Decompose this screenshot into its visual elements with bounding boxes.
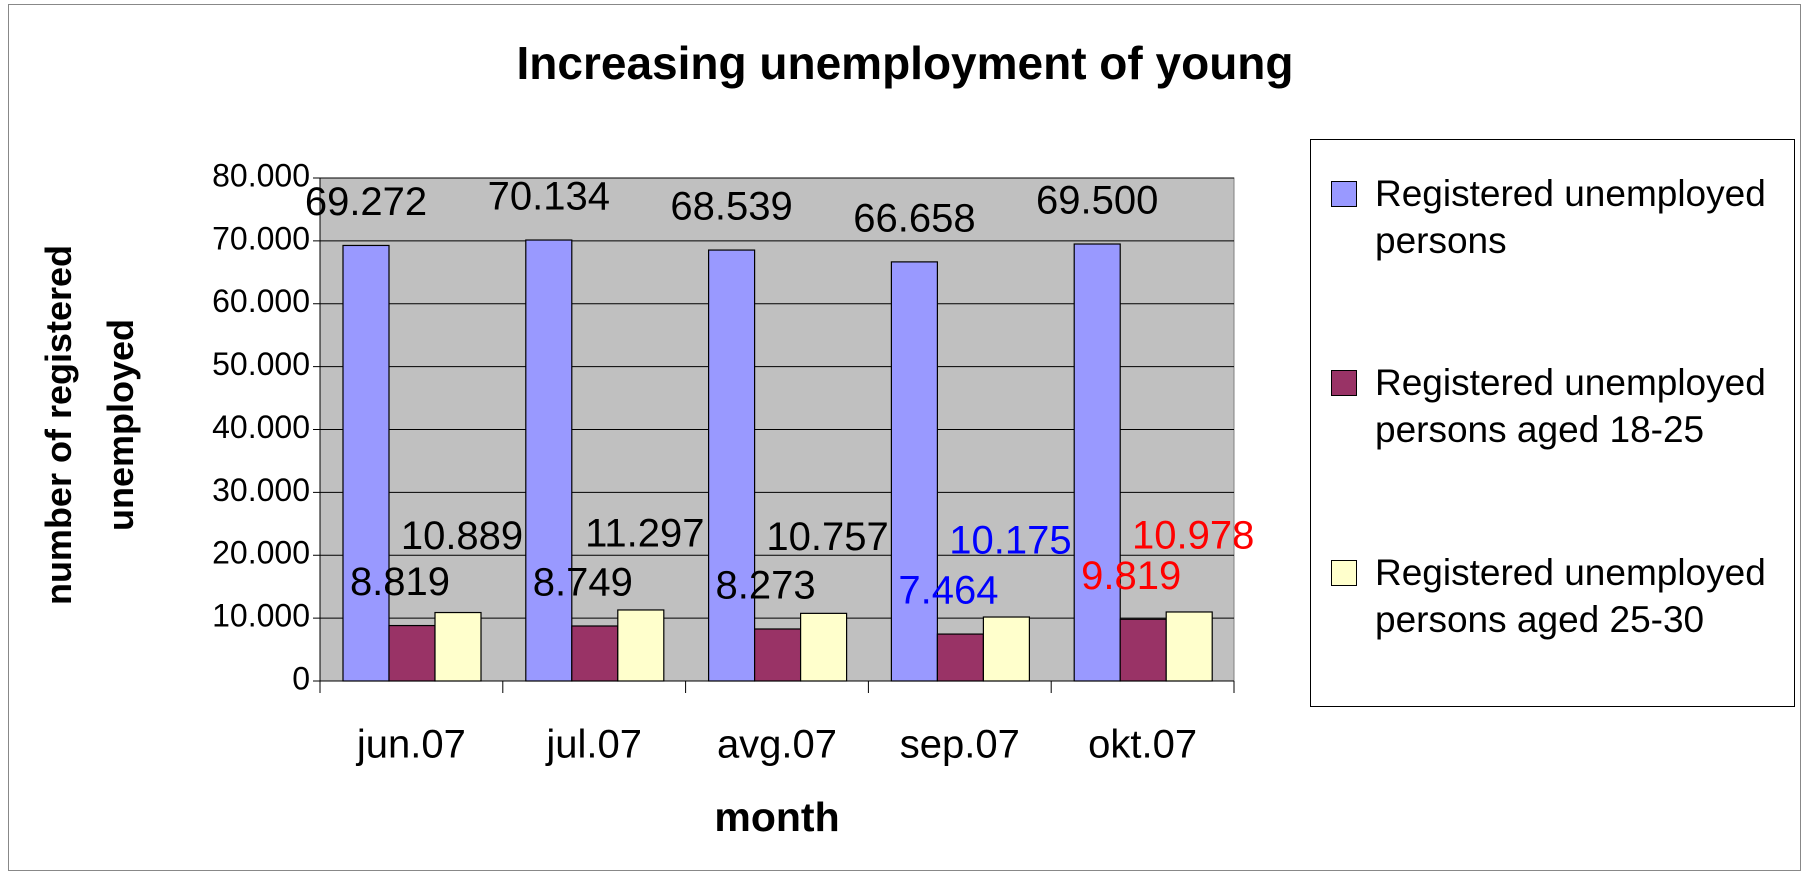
bar [936,633,985,682]
bar [388,624,436,682]
bar [525,239,573,682]
bar [753,628,802,682]
data-label: 9.819 [1081,554,1181,598]
data-label: 10.175 [949,519,1071,563]
data-label: 10.757 [766,515,888,559]
data-label: 11.297 [585,512,704,556]
x-tick-label: sep.07 [900,723,1020,767]
y-tick-label: 10.000 [212,598,310,634]
bar [342,244,390,682]
y-tick-label: 30.000 [212,472,310,508]
y-tick-label: 40.000 [212,409,310,445]
legend-swatch [1331,370,1357,396]
data-label: 68.539 [670,185,792,229]
y-tick-label: 20.000 [212,535,310,571]
bar [617,609,665,682]
chart-title: Increasing unemployment of young [517,37,1294,89]
x-tick-label: jun.07 [356,723,466,767]
data-label: 69.272 [305,180,427,224]
x-tick-label: avg.07 [717,723,837,767]
data-label: 70.134 [488,175,610,219]
bar [799,612,848,682]
bar [982,616,1031,682]
data-label: 10.889 [401,514,523,558]
x-axis-title: month [714,794,839,840]
y-tick-label: 0 [292,660,310,696]
y-tick-label: 50.000 [212,346,310,382]
legend-label: Registered unemployed persons aged 25-30 [1375,552,1766,640]
legend-swatch [1331,181,1357,207]
data-label: 8.749 [533,561,633,605]
bar [707,249,756,682]
legend-label: Registered unemployed persons [1375,173,1766,261]
y-tick-label: 80.000 [212,157,310,193]
bar [1119,618,1167,682]
x-tick-label: jul.07 [545,723,642,767]
bar [434,611,482,682]
data-label: 69.500 [1036,179,1158,223]
legend-swatch [1331,560,1357,586]
data-label: 7.464 [898,569,998,613]
legend-label: Registered unemployed persons aged 18-25 [1375,362,1766,450]
bar [890,261,939,682]
bar [1165,611,1213,682]
y-tick-label: 60.000 [212,283,310,319]
data-label: 66.658 [853,196,975,240]
data-label: 10.978 [1132,514,1254,558]
x-tick-label: okt.07 [1088,723,1197,767]
bar [571,625,619,682]
y-tick-label: 70.000 [212,220,310,256]
data-label: 8.819 [350,560,450,604]
chart-frame [8,4,1801,871]
legend: Registered unemployed persons Registered … [1310,139,1795,707]
bar [1073,243,1121,682]
data-label: 8.273 [716,564,816,608]
y-axis-title: number of registered unemployed [38,244,141,606]
